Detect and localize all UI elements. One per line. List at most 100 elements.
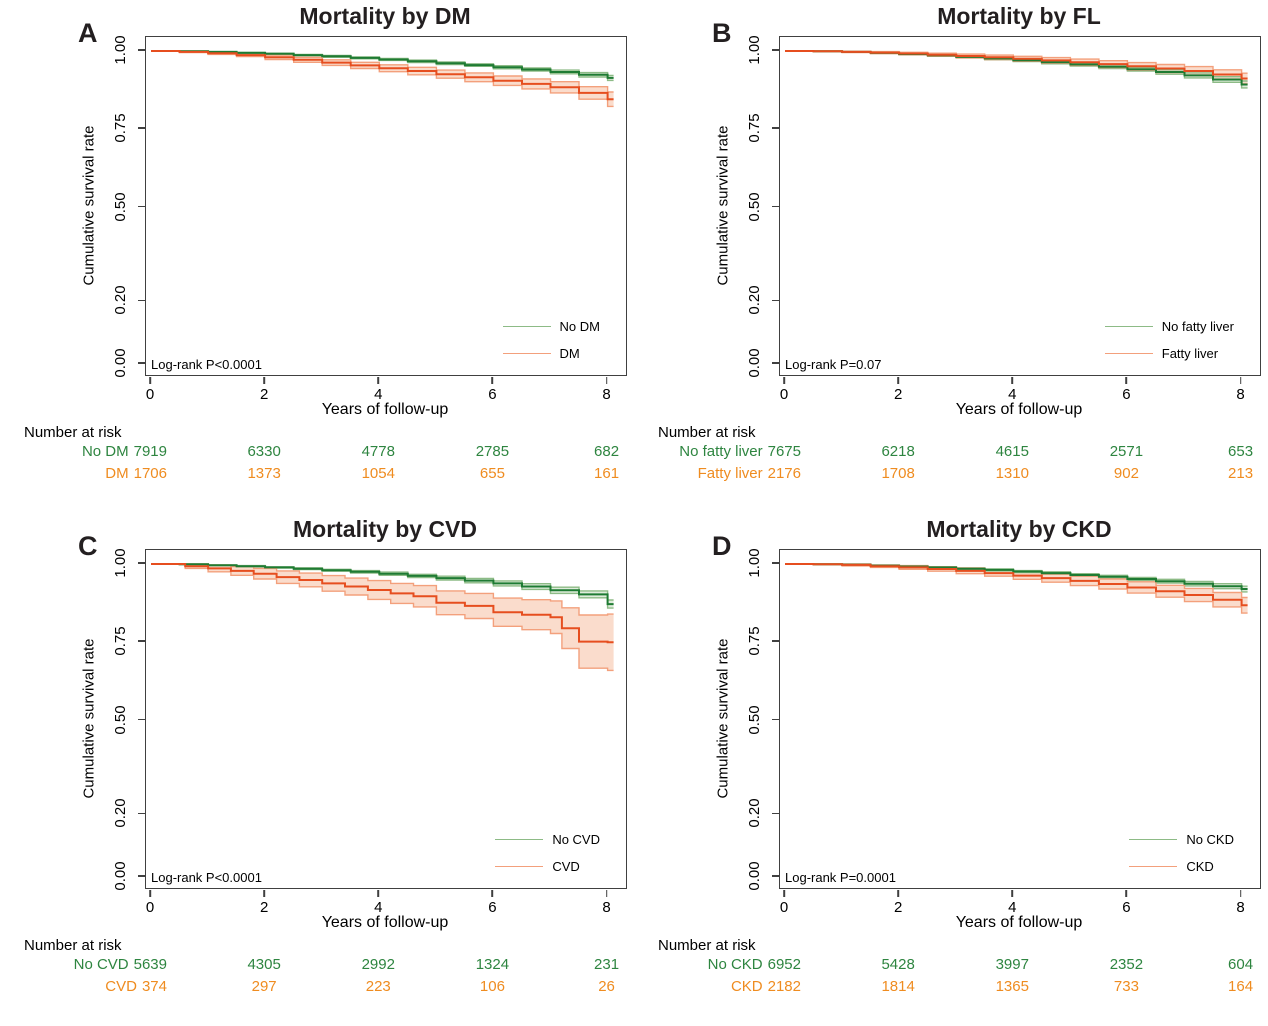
- plot-area: Log-rank P=0.07 No fatty liver Fatty liv…: [779, 36, 1261, 376]
- plot-area: Log-rank P<0.0001 No DM DM: [145, 36, 627, 376]
- risk-row: CVD 374 297 223 106 26: [0, 978, 634, 997]
- legend-item: CKD: [1129, 853, 1234, 880]
- risk-value: 1324: [475, 956, 510, 973]
- risk-row-label: CKD: [730, 978, 763, 995]
- x-tick-label: 0: [120, 890, 180, 916]
- legend-line-icon: [495, 866, 544, 867]
- risk-row-label: Fatty liver: [697, 465, 763, 482]
- risk-value: 213: [1228, 465, 1254, 482]
- risk-row: Fatty liver 2176 1708 1310 902 213: [634, 465, 1268, 484]
- y-tick-label: 0.75: [112, 113, 129, 143]
- x-tick-label: 8: [1211, 377, 1268, 403]
- y-tick-label: 1.00: [746, 548, 763, 578]
- risk-row: No CKD 6952 5428 3997 2352 604: [634, 956, 1268, 975]
- tick-mark: [772, 812, 779, 815]
- x-tick-label: 2: [868, 890, 928, 916]
- x-tick-label: 4: [348, 890, 408, 916]
- risk-value: 1708: [881, 465, 915, 482]
- y-tick-label: 0.00: [746, 861, 763, 891]
- risk-row-label: No DM: [81, 443, 129, 460]
- tick-mark: [138, 299, 145, 302]
- y-tick-label: 0.20: [746, 285, 763, 315]
- tick-mark: [138, 49, 145, 51]
- risk-table-title: Number at risk: [24, 937, 122, 954]
- risk-value: 6218: [881, 443, 915, 460]
- risk-value: 374: [141, 978, 167, 995]
- logrank-label: Log-rank P<0.0001: [151, 870, 262, 885]
- x-axis-ticks: 0 2 4 6 8: [634, 890, 1268, 920]
- tick-mark: [138, 718, 145, 721]
- risk-value: 2571: [1109, 443, 1144, 460]
- risk-value: 6952: [767, 956, 801, 973]
- risk-value: 4305: [247, 956, 281, 973]
- x-tick-label: 8: [577, 377, 637, 403]
- risk-value: 7919: [133, 443, 167, 460]
- y-tick-label: 0.00: [112, 348, 129, 378]
- risk-value: 161: [594, 465, 620, 482]
- legend-line-icon: [1129, 866, 1178, 867]
- panel-c-mortality-by-cvd: C Mortality by CVD Cumulative survival r…: [0, 513, 634, 1026]
- legend-label: No CVD: [552, 832, 600, 847]
- x-axis-ticks: 0 2 4 6 8: [634, 377, 1268, 407]
- legend-label: CVD: [552, 859, 580, 874]
- risk-value: 1365: [995, 978, 1029, 995]
- risk-value: 3997: [995, 956, 1029, 973]
- risk-table-title: Number at risk: [658, 424, 756, 441]
- y-tick-label: 0.50: [112, 191, 129, 222]
- risk-value: 231: [594, 956, 620, 973]
- y-tick-label: 0.50: [112, 704, 129, 735]
- risk-value: 5639: [133, 956, 167, 973]
- x-axis-ticks: 0 2 4 6 8: [0, 890, 634, 920]
- legend: No fatty liver Fatty liver: [1104, 313, 1234, 367]
- tick-mark: [138, 127, 145, 130]
- risk-value: 6330: [247, 443, 281, 460]
- tick-mark: [772, 362, 779, 364]
- legend-item: No CVD: [495, 826, 600, 853]
- tick-mark: [772, 562, 779, 564]
- plot-title: Mortality by DM: [299, 3, 471, 29]
- y-tick-label: 0.75: [112, 626, 129, 656]
- y-tick-label: 0.00: [112, 861, 129, 891]
- legend-label: DM: [559, 346, 580, 361]
- y-axis-ticks: 1.00 0.75 0.50 0.20 0.00: [0, 0, 145, 513]
- legend-label: No DM: [559, 319, 600, 334]
- x-tick-label: 6: [1096, 890, 1156, 916]
- risk-row-label: No CKD: [707, 956, 763, 973]
- legend-label: No fatty liver: [1161, 319, 1234, 334]
- risk-value: 297: [251, 978, 277, 995]
- risk-value: 2176: [767, 465, 801, 482]
- risk-value: 2785: [475, 443, 510, 460]
- y-tick-label: 0.20: [112, 798, 129, 828]
- tick-mark: [138, 205, 145, 208]
- x-tick-label: 0: [754, 890, 814, 916]
- y-axis-ticks: 1.00 0.75 0.50 0.20 0.00: [0, 513, 145, 1026]
- risk-value: 164: [1228, 978, 1254, 995]
- y-tick-label: 0.00: [746, 348, 763, 378]
- survival-curves-svg: [151, 563, 614, 672]
- risk-value: 604: [1228, 956, 1254, 973]
- risk-value: 1373: [247, 465, 281, 482]
- legend-line-icon: [1104, 326, 1153, 327]
- tick-mark: [772, 875, 779, 877]
- logrank-label: Log-rank P=0.07: [785, 357, 882, 372]
- tick-mark: [138, 562, 145, 564]
- tick-mark: [138, 812, 145, 815]
- x-axis-label: Years of follow-up: [955, 401, 1083, 418]
- legend: No CKD CKD: [1129, 826, 1234, 880]
- panel-d-mortality-by-ckd: D Mortality by CKD Cumulative survival r…: [634, 513, 1268, 1026]
- x-axis-label: Years of follow-up: [321, 401, 449, 418]
- legend: No DM DM: [502, 313, 600, 367]
- tick-mark: [138, 362, 145, 364]
- survival-curves-svg: [785, 50, 1248, 89]
- risk-row-head: No DM 7919: [0, 443, 167, 460]
- risk-row: No DM 7919 6330 4778 2785 682: [0, 443, 634, 462]
- y-tick-label: 1.00: [112, 548, 129, 578]
- x-tick-label: 0: [754, 377, 814, 403]
- risk-row: DM 1706 1373 1054 655 161: [0, 465, 634, 484]
- risk-row-label: CVD: [105, 978, 137, 995]
- risk-value: 26: [598, 978, 615, 995]
- x-tick-label: 4: [348, 377, 408, 403]
- y-tick-label: 1.00: [112, 35, 129, 65]
- risk-row: No fatty liver 7675 6218 4615 2571 653: [634, 443, 1268, 462]
- legend-line-icon: [502, 353, 551, 354]
